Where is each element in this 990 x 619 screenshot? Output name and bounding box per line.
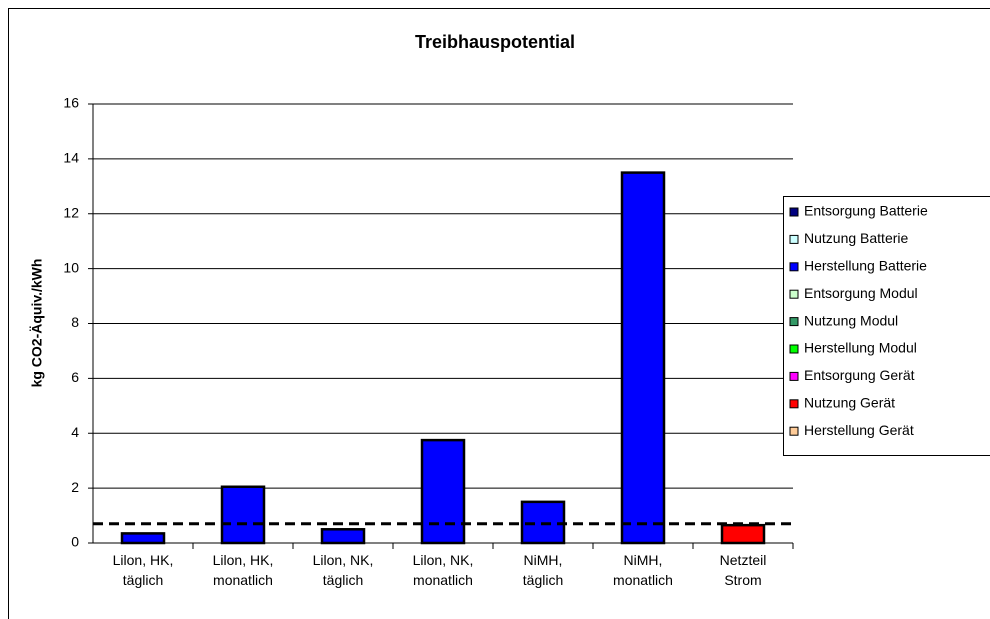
legend-label: Herstellung Batterie [804, 258, 927, 274]
legend-swatch [789, 207, 799, 217]
y-tick-label: 8 [71, 314, 79, 330]
legend-label: Nutzung Gerät [804, 395, 895, 411]
y-tick-label: 10 [63, 259, 79, 275]
bar-segment [120, 532, 166, 545]
bar-segment [620, 171, 666, 545]
legend-label: Herstellung Modul [804, 340, 917, 356]
legend-label: Herstellung Gerät [804, 422, 914, 438]
legend-label: Nutzung Batterie [804, 230, 908, 246]
legend-swatch [789, 371, 799, 381]
legend-label: Entsorgung Batterie [804, 203, 928, 219]
bar-segment [320, 528, 366, 545]
chart-title: Treibhauspotential [415, 32, 575, 52]
legend-swatch [789, 426, 799, 436]
x-tick-label: Lilon, NK, täglich [312, 552, 374, 588]
legend-swatch [789, 399, 799, 409]
x-tick-label: Lilon, HK, monatlich [212, 552, 274, 588]
x-tick-label: NiMH, monatlich [613, 552, 673, 588]
y-tick-label: 14 [63, 150, 79, 166]
y-tick-label: 6 [71, 369, 79, 385]
legend-swatch [789, 262, 799, 272]
legend-label: Entsorgung Modul [804, 285, 918, 301]
legend-swatch [789, 234, 799, 244]
bar-segment [220, 485, 266, 545]
x-tick-label: NiMH, täglich [522, 552, 564, 588]
legend-swatch [789, 289, 799, 299]
legend-swatch [789, 317, 799, 327]
y-tick-label: 0 [71, 534, 79, 550]
bar-segment [720, 523, 766, 545]
y-tick-label: 16 [63, 95, 79, 111]
legend-label: Nutzung Modul [804, 312, 898, 328]
legend-swatch [789, 344, 799, 354]
y-tick-label: 4 [71, 424, 79, 440]
x-tick-label: Lilon, NK, monatlich [412, 552, 474, 588]
x-tick-label: Lilon, HK, täglich [112, 552, 174, 588]
bar-segment [420, 438, 466, 545]
y-tick-label: 12 [63, 204, 79, 220]
x-tick-label: Netzteil Strom [719, 552, 767, 588]
legend-label: Entsorgung Gerät [804, 367, 915, 383]
y-tick-label: 2 [71, 479, 79, 495]
legend-box [783, 196, 990, 456]
y-axis-label: kg CO2-Äquiv./kWh [29, 259, 45, 388]
